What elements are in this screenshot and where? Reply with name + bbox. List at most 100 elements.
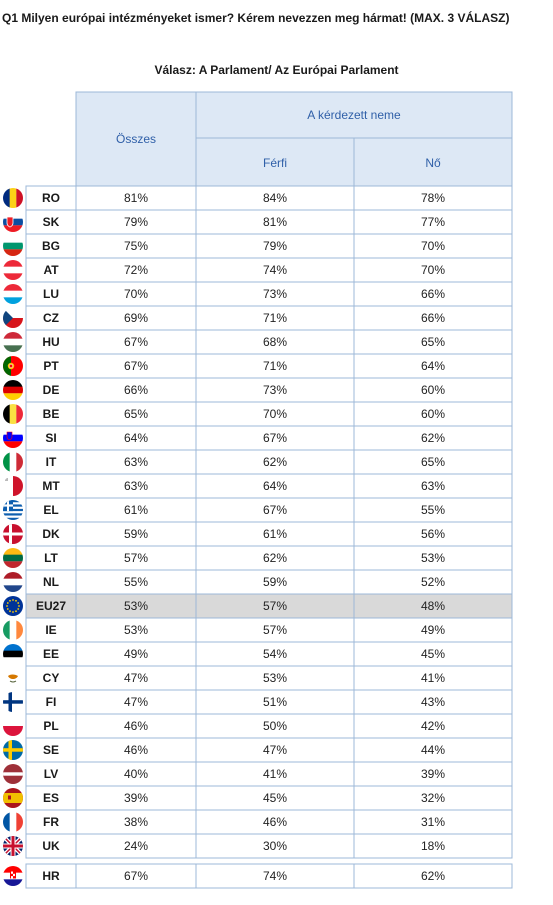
value-cell: 53% (421, 551, 445, 565)
country-code: FR (43, 815, 59, 829)
value-cell: 62% (421, 431, 445, 445)
country-code: DK (42, 527, 60, 541)
belgium-flag-icon (3, 404, 23, 424)
table-row: IE 53% 57% 49% (25, 617, 513, 643)
value-cell: 47% (263, 743, 287, 757)
country-code: PT (43, 359, 59, 373)
value-cell: 59% (263, 575, 287, 589)
country-code: PL (43, 719, 58, 733)
country-code: IE (45, 623, 56, 637)
country-code: AT (43, 263, 59, 277)
finland-flag-icon (3, 692, 23, 712)
table-body: RO 81% 84% 78% SK 79% 81% 77% BG 75% 79% 70% AT 72% 74… (25, 185, 513, 889)
value-cell: 73% (263, 287, 287, 301)
header-total: Összes (116, 132, 156, 146)
value-cell: 24% (124, 839, 148, 853)
table-row: SK 79% 81% 77% (25, 209, 513, 235)
value-cell: 31% (421, 815, 445, 829)
value-cell: 70% (421, 239, 445, 253)
value-cell: 81% (124, 191, 148, 205)
table-row: HR 67% 74% 62% (25, 863, 513, 889)
latvia-flag-icon (3, 764, 23, 784)
value-cell: 63% (124, 479, 148, 493)
country-code: UK (42, 839, 60, 853)
value-cell: 41% (263, 767, 287, 781)
value-cell: 57% (124, 551, 148, 565)
table-row: CZ 69% 71% 66% (25, 305, 513, 331)
header-male: Férfi (263, 156, 287, 170)
value-cell: 67% (124, 335, 148, 349)
value-cell: 69% (124, 311, 148, 325)
value-cell: 67% (124, 359, 148, 373)
country-code: BG (42, 239, 60, 253)
malta-flag-icon (3, 476, 23, 496)
value-cell: 62% (421, 869, 445, 883)
slovakia-flag-icon (3, 212, 23, 232)
country-code: EU27 (36, 599, 66, 613)
header-gender-group: A kérdezett neme (307, 108, 401, 122)
value-cell: 77% (421, 215, 445, 229)
table-row: CY 47% 53% 41% (25, 665, 513, 691)
value-cell: 84% (263, 191, 287, 205)
value-cell: 78% (421, 191, 445, 205)
country-code: NL (43, 575, 59, 589)
value-cell: 60% (421, 383, 445, 397)
value-cell: 67% (263, 503, 287, 517)
value-cell: 71% (263, 359, 287, 373)
country-code: CY (43, 671, 60, 685)
value-cell: 71% (263, 311, 287, 325)
value-cell: 62% (263, 551, 287, 565)
country-code: RO (42, 191, 60, 205)
value-cell: 81% (263, 215, 287, 229)
country-code: ES (43, 791, 59, 805)
value-cell: 42% (421, 719, 445, 733)
value-cell: 18% (421, 839, 445, 853)
value-cell: 65% (124, 407, 148, 421)
value-cell: 56% (421, 527, 445, 541)
country-code: CZ (43, 311, 59, 325)
table-row: UK 24% 30% 18% (25, 833, 513, 859)
value-cell: 63% (421, 479, 445, 493)
table-header: Összes A kérdezett neme Férfi Nő (75, 91, 513, 187)
romania-flag-icon (3, 188, 23, 208)
value-cell: 68% (263, 335, 287, 349)
question-title: Q1 Milyen európai intézményeket ismer? K… (2, 11, 510, 25)
value-cell: 55% (421, 503, 445, 517)
eu-flag-icon (3, 596, 23, 616)
value-cell: 51% (263, 695, 287, 709)
sweden-flag-icon (3, 740, 23, 760)
slovenia-flag-icon (3, 428, 23, 448)
country-code: EE (43, 647, 59, 661)
france-flag-icon (3, 812, 23, 832)
value-cell: 39% (421, 767, 445, 781)
value-cell: 61% (263, 527, 287, 541)
value-cell: 53% (124, 623, 148, 637)
country-code: EL (43, 503, 58, 517)
value-cell: 43% (421, 695, 445, 709)
czech-flag-icon (3, 308, 23, 328)
value-cell: 32% (421, 791, 445, 805)
value-cell: 70% (421, 263, 445, 277)
table-row: DK 59% 61% 56% (25, 521, 513, 547)
country-code: LV (44, 767, 58, 781)
value-cell: 65% (421, 335, 445, 349)
value-cell: 57% (263, 623, 287, 637)
value-cell: 54% (263, 647, 287, 661)
row-border (25, 863, 513, 889)
row-border (25, 833, 513, 859)
table-row: EE 49% 54% 45% (25, 641, 513, 667)
value-cell: 47% (124, 695, 148, 709)
table-row-eu27: EU27 53% 57% 48% (25, 593, 513, 619)
table-row: RO 81% 84% 78% (25, 185, 513, 211)
value-cell: 53% (124, 599, 148, 613)
country-code: SI (45, 431, 56, 445)
value-cell: 64% (124, 431, 148, 445)
table-row: LU 70% 73% 66% (25, 281, 513, 307)
value-cell: 66% (421, 287, 445, 301)
germany-flag-icon (3, 380, 23, 400)
value-cell: 47% (124, 671, 148, 685)
header-female: Nő (425, 156, 441, 170)
value-cell: 66% (124, 383, 148, 397)
lithuania-flag-icon (3, 548, 23, 568)
country-code: LU (43, 287, 59, 301)
